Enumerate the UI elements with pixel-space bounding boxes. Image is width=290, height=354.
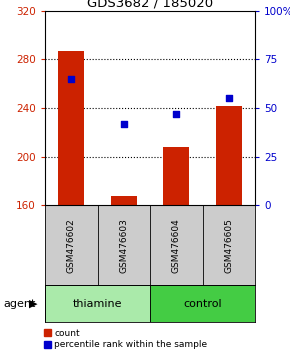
Text: thiamine: thiamine <box>73 298 122 309</box>
Text: GSM476604: GSM476604 <box>172 218 181 273</box>
Legend: count, percentile rank within the sample: count, percentile rank within the sample <box>44 329 208 349</box>
Text: agent: agent <box>3 298 35 309</box>
Bar <box>216 105 242 205</box>
Point <box>174 111 179 117</box>
Point <box>122 121 126 126</box>
Bar <box>150 285 255 322</box>
Text: ▶: ▶ <box>29 298 38 309</box>
Point <box>69 76 74 81</box>
Point <box>226 96 231 101</box>
Text: control: control <box>183 298 222 309</box>
Text: GSM476603: GSM476603 <box>119 218 128 273</box>
Bar <box>111 195 137 205</box>
Text: GSM476605: GSM476605 <box>224 218 233 273</box>
Text: GSM476602: GSM476602 <box>67 218 76 273</box>
Bar <box>163 147 189 205</box>
Title: GDS3682 / 185020: GDS3682 / 185020 <box>87 0 213 10</box>
Bar <box>45 285 150 322</box>
Bar <box>58 51 84 205</box>
